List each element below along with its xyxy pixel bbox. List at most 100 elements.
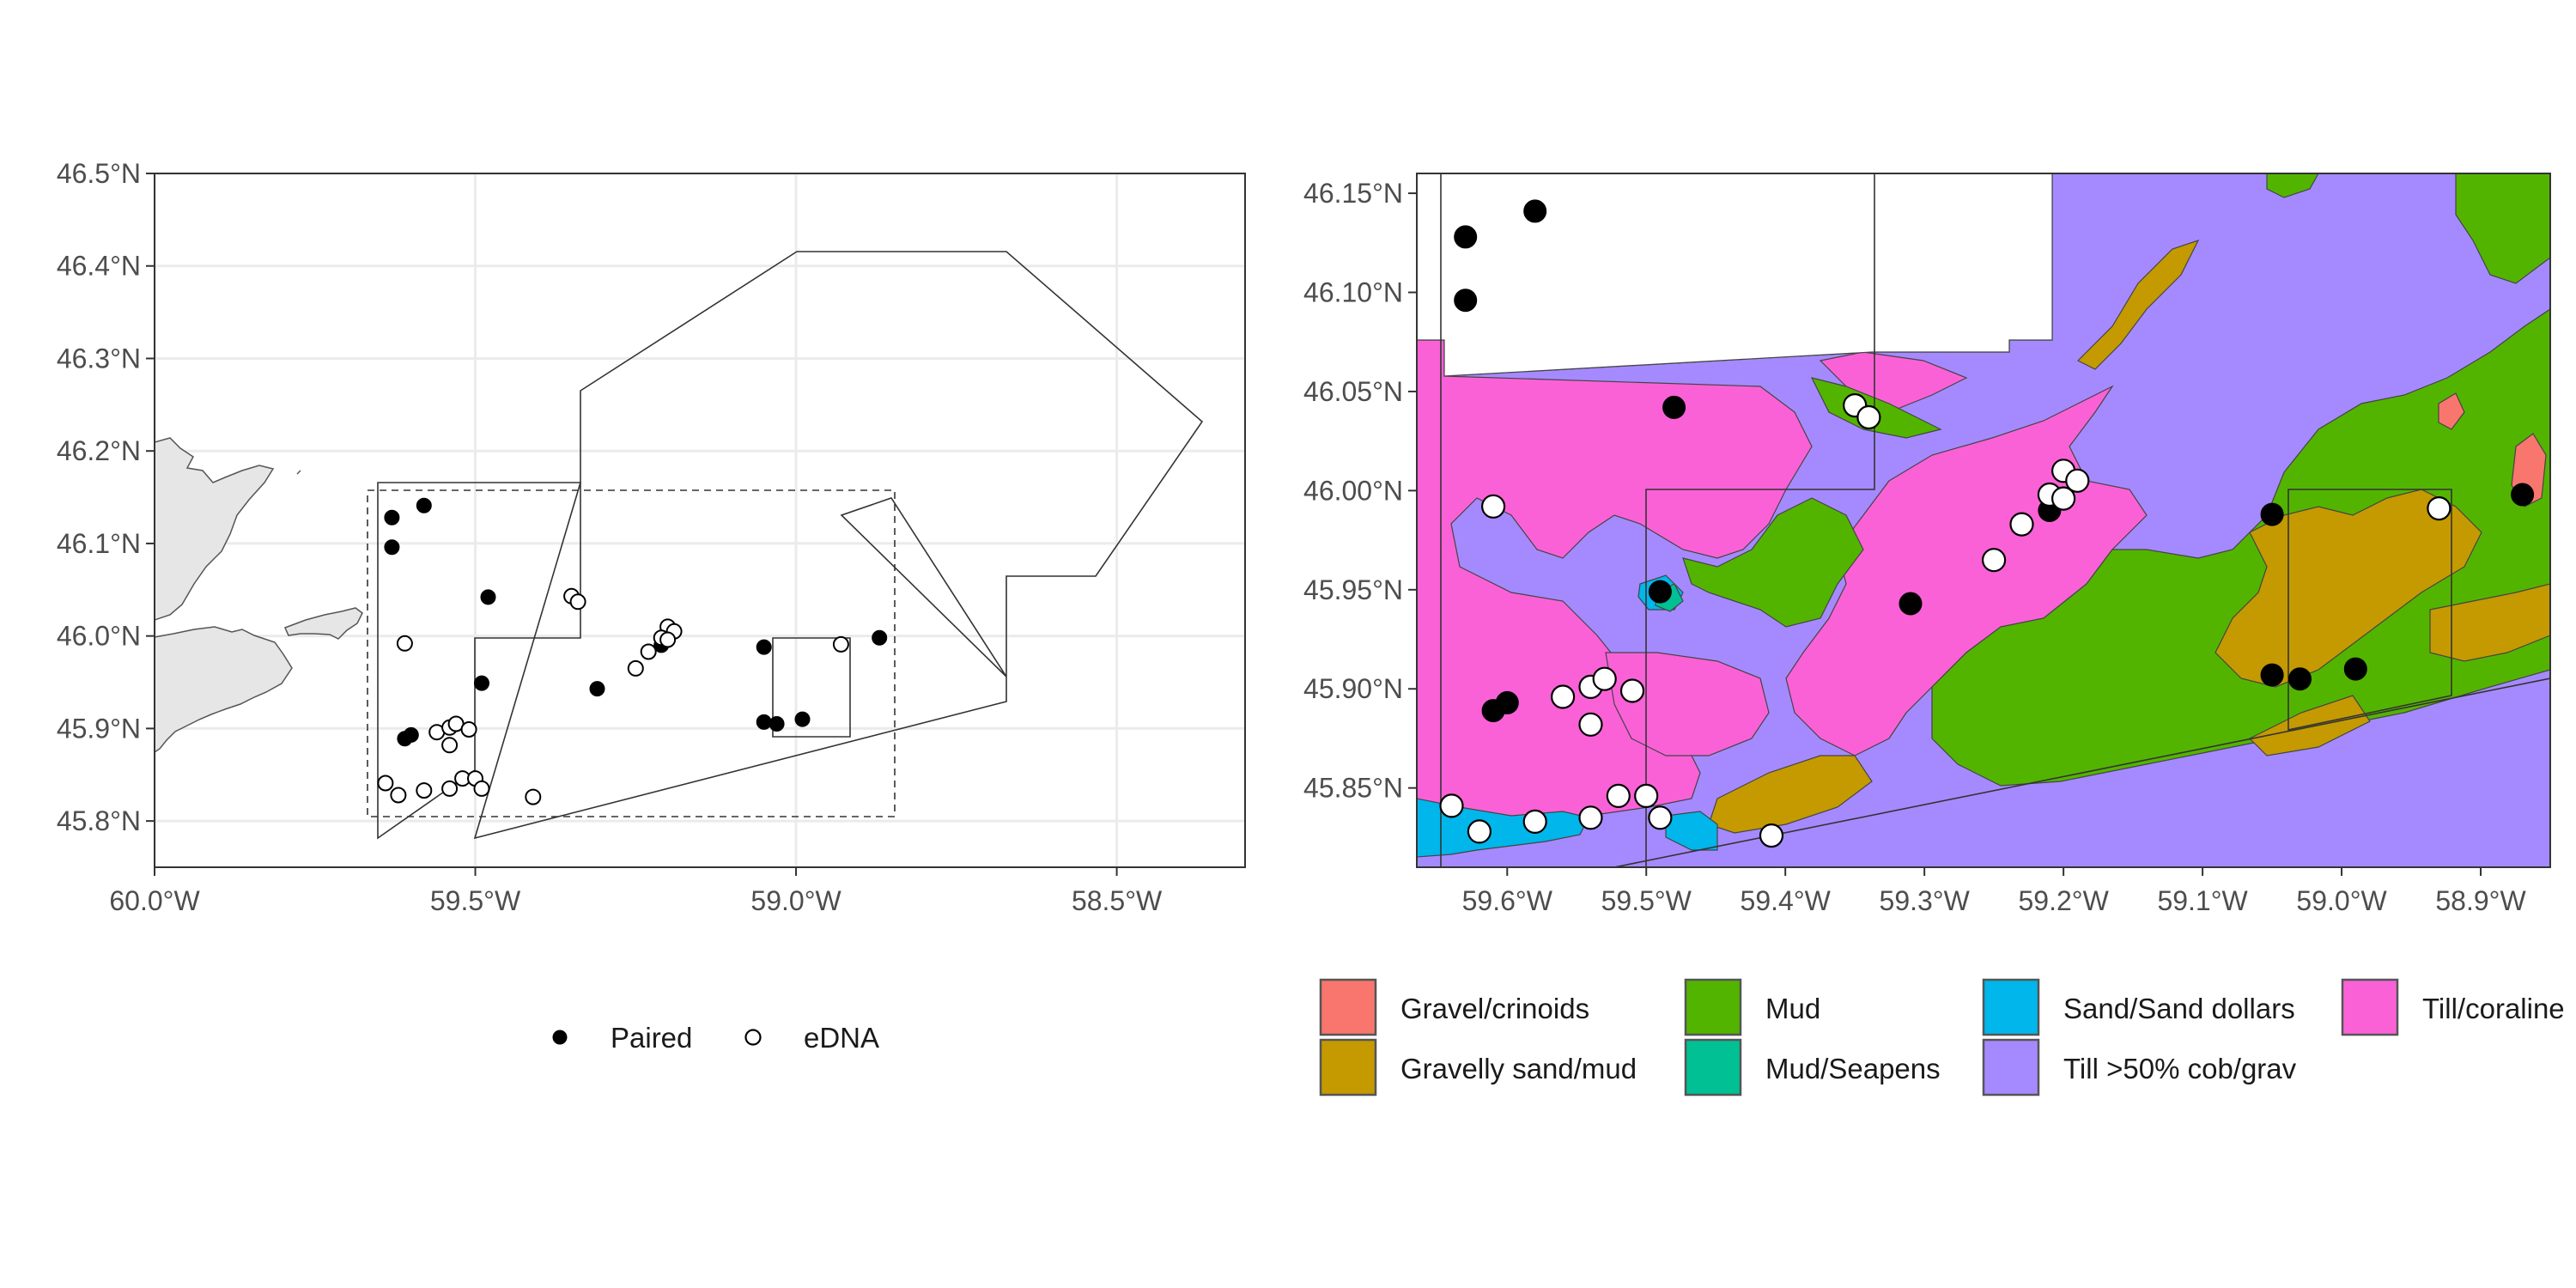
sample-point-edna (1578, 805, 1603, 830)
sample-point-paired (384, 539, 400, 556)
legend-label: Mud (1765, 993, 1820, 1024)
y-tick-label: 45.85°N (1303, 773, 1403, 804)
sample-point-paired (2343, 657, 2367, 681)
sample-point-paired (474, 675, 489, 691)
sample-point-edna (441, 780, 459, 797)
sample-point-paired (403, 726, 419, 743)
y-tick-label: 46.00°N (1303, 475, 1403, 506)
x-tick-label: 59.5°W (430, 885, 521, 916)
sample-point-edna (525, 788, 542, 805)
y-tick-label: 46.1°N (57, 528, 141, 559)
substrate-mud-north (2266, 173, 2550, 284)
sample-point-paired (1454, 289, 1478, 313)
sample-point-edna (569, 593, 586, 611)
legend-swatch (1684, 978, 1742, 1036)
legend-edna-symbol (744, 1029, 762, 1046)
x-tick-label: 59.5°W (1601, 885, 1692, 916)
sample-point-paired (1899, 592, 1923, 616)
legend-swatch (1982, 1038, 2040, 1097)
sample-point-edna (1578, 712, 1603, 737)
sample-point-edna (1467, 819, 1492, 844)
sample-point-paired (2511, 483, 2535, 507)
right-map-border (1416, 173, 2551, 868)
sample-point-edna (396, 635, 413, 652)
sample-point-edna (1619, 678, 1645, 703)
sample-point-paired (2288, 667, 2312, 691)
substrate-habitat-map (1417, 173, 2550, 867)
sample-point-edna (1856, 404, 1881, 430)
left-map-sample-points (377, 497, 888, 805)
left-map-panel: 46.5°N 46.4°N 46.3°N 46.2°N 46.1°N 46.0°N 45.9… (57, 158, 1246, 1054)
sample-point-edna (473, 780, 490, 797)
x-tick-label: 59.4°W (1741, 885, 1832, 916)
y-tick-label: 46.3°N (57, 343, 141, 374)
sample-point-edna (627, 659, 644, 677)
left-map-content (155, 251, 1204, 840)
y-tick-label: 45.95°N (1303, 574, 1403, 605)
sample-point-edna (390, 787, 407, 804)
sample-point-paired (2260, 663, 2284, 687)
sample-point-edna (1606, 783, 1631, 809)
legend-edna-label: eDNA (804, 1022, 879, 1054)
sample-point-paired (756, 639, 772, 655)
sample-point-edna (1634, 783, 1659, 809)
sample-point-edna (1982, 548, 2007, 573)
sample-point-paired (769, 716, 785, 732)
y-tick-label: 46.15°N (1303, 178, 1403, 209)
x-tick-label: 60.0°W (109, 885, 200, 916)
eastern-subarea (772, 637, 851, 738)
sample-point-edna (2051, 486, 2076, 511)
legend-label: Till >50% cob/grav (2063, 1053, 2297, 1084)
coastline-land (155, 437, 293, 753)
substrate-gravel-crinoids (2438, 392, 2547, 507)
sample-point-paired (1454, 225, 1478, 249)
sample-point-edna (1522, 809, 1547, 835)
x-tick-label: 58.5°W (1072, 885, 1163, 916)
left-map-border (154, 173, 1246, 868)
y-tick-label: 45.90°N (1303, 673, 1403, 704)
legend-label: Gravel/crinoids (1400, 993, 1589, 1024)
y-tick-label: 46.05°N (1303, 376, 1403, 407)
y-tick-label: 46.0°N (57, 621, 141, 652)
northern-survey-polygon (473, 251, 1204, 840)
x-tick-label: 59.2°W (2018, 885, 2109, 916)
legend-swatch (1319, 1038, 1377, 1097)
sample-point-paired (2260, 502, 2284, 526)
study-area-outlines (367, 251, 1204, 840)
sample-point-edna (1648, 805, 1673, 830)
sample-point-edna (1550, 684, 1576, 709)
sample-point-edna (1480, 494, 1506, 519)
y-tick-label: 45.8°N (57, 805, 141, 836)
sample-point-paired (589, 681, 605, 697)
unmapped-area (1417, 173, 2053, 377)
right-map-sample-points (1439, 199, 2535, 848)
legend-swatch (1684, 1038, 1742, 1097)
x-tick-label: 59.6°W (1462, 885, 1553, 916)
legend-paired-label: Paired (611, 1022, 692, 1054)
survey-box-north (1645, 173, 1875, 867)
substrate-legend: Gravel/crinoids Gravelly sand/mud Mud Mud/S… (1319, 978, 2565, 1097)
substrate-mud-southeast (1931, 308, 2550, 787)
left-map-axes: 46.5°N 46.4°N 46.3°N 46.2°N 46.1°N 46.0°N 45.9… (57, 158, 1163, 916)
sample-point-edna (1592, 666, 1617, 691)
sample-point-edna (460, 721, 477, 738)
coastline-point (296, 470, 301, 475)
coastline-islet (283, 607, 363, 640)
sample-point-paired (384, 509, 400, 526)
x-tick-label: 59.1°W (2157, 885, 2248, 916)
sample-point-edna (416, 782, 433, 799)
y-tick-label: 45.9°N (57, 713, 141, 744)
legend-swatch (1319, 978, 1377, 1036)
legend-label: Till/coraline (2422, 993, 2565, 1024)
y-tick-label: 46.10°N (1303, 277, 1403, 308)
legend-label: Gravelly sand/mud (1400, 1053, 1637, 1084)
substrate-sand-dollars (1417, 574, 1718, 858)
sample-point-paired (1523, 199, 1547, 223)
sample-point-edna (377, 775, 394, 792)
sample-point-edna (1759, 823, 1784, 848)
y-tick-label: 46.5°N (57, 158, 141, 189)
y-tick-label: 46.4°N (57, 251, 141, 282)
sample-point-paired (480, 589, 496, 605)
sample-point-edna (2065, 468, 2090, 493)
